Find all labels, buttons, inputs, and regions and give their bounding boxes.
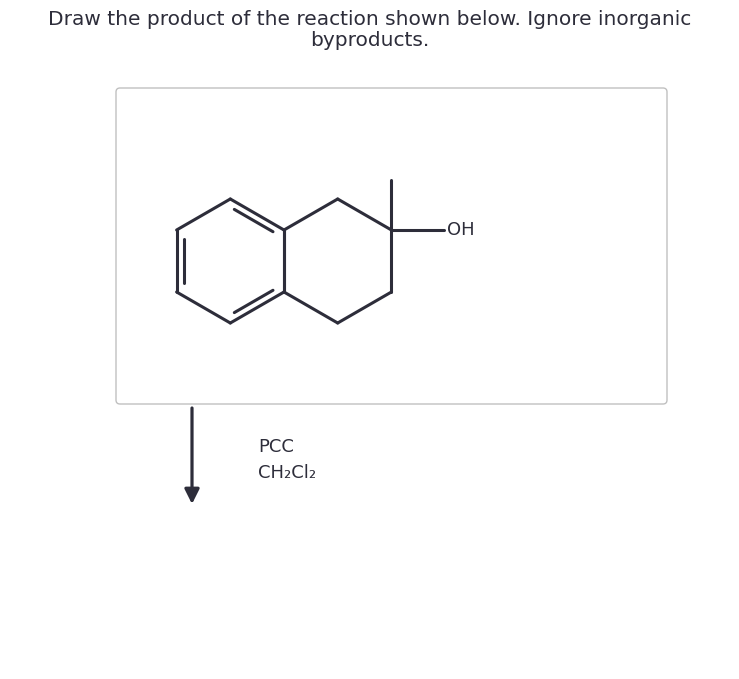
- FancyBboxPatch shape: [116, 88, 667, 404]
- Text: byproducts.: byproducts.: [310, 31, 429, 50]
- Text: Draw the product of the reaction shown below. Ignore inorganic: Draw the product of the reaction shown b…: [48, 10, 691, 29]
- Text: CH₂Cl₂: CH₂Cl₂: [258, 464, 316, 482]
- Text: OH: OH: [447, 221, 474, 239]
- Text: PCC: PCC: [258, 438, 294, 456]
